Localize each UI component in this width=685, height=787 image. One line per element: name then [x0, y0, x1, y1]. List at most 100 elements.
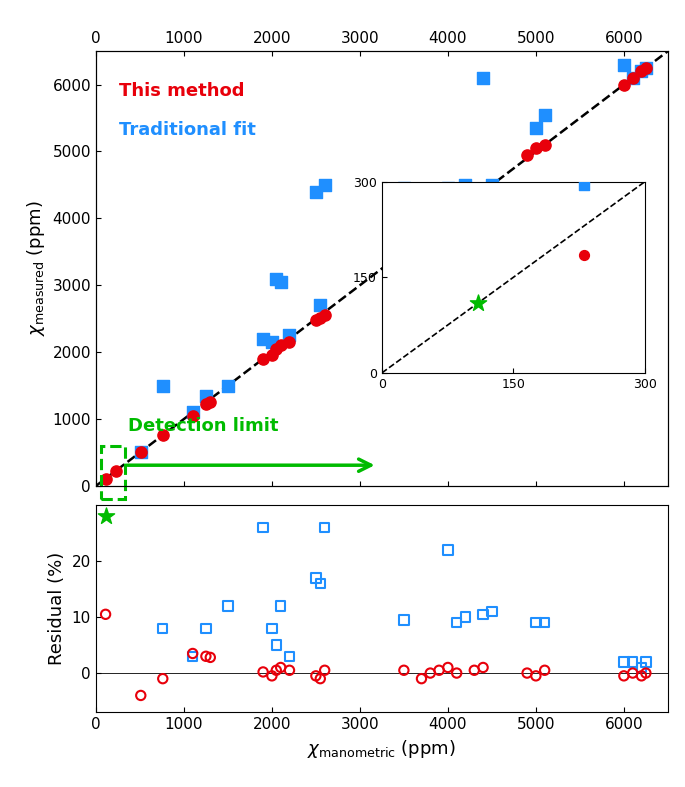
Point: [310, 571, 321, 584]
Point: [158, 429, 169, 442]
Point: [399, 182, 410, 194]
Y-axis label: $\chi_\mathrm{measured}$ (ppm): $\chi_\mathrm{measured}$ (ppm): [25, 201, 47, 336]
Point: [539, 664, 550, 677]
Point: [477, 608, 488, 621]
Point: [315, 299, 326, 312]
Point: [187, 406, 198, 419]
Point: [460, 198, 471, 210]
Point: [521, 667, 532, 679]
Point: [434, 219, 445, 231]
Point: [271, 639, 282, 652]
Point: [310, 670, 321, 682]
Point: [619, 670, 630, 682]
Point: [158, 672, 169, 685]
Point: [201, 650, 212, 663]
Point: [100, 472, 111, 485]
Point: [460, 179, 471, 191]
Point: [539, 139, 550, 151]
Point: [486, 179, 497, 191]
Y-axis label: Residual (%): Residual (%): [48, 552, 66, 665]
Point: [399, 664, 410, 677]
Point: [627, 72, 638, 84]
Point: [315, 312, 326, 324]
Point: [619, 58, 630, 71]
Point: [284, 329, 295, 342]
Point: [223, 600, 234, 612]
Point: [319, 179, 330, 191]
Point: [451, 616, 462, 629]
Point: [310, 314, 321, 327]
Point: [425, 667, 436, 679]
Point: [539, 109, 550, 121]
Point: [284, 336, 295, 349]
Point: [187, 647, 198, 660]
Point: [275, 661, 286, 674]
Point: [451, 205, 462, 218]
Point: [469, 191, 479, 204]
Point: [187, 409, 198, 422]
Point: [315, 577, 326, 589]
X-axis label: $\chi_\mathrm{manometric}$ (ppm): $\chi_\mathrm{manometric}$ (ppm): [308, 737, 456, 759]
Point: [627, 667, 638, 679]
Point: [271, 272, 282, 285]
Point: [100, 510, 111, 523]
Point: [158, 379, 169, 392]
Point: [100, 608, 111, 621]
Point: [636, 670, 647, 682]
Point: [640, 61, 651, 74]
Point: [201, 390, 212, 402]
Point: [443, 211, 453, 224]
Point: [275, 275, 286, 288]
Point: [521, 149, 532, 161]
Point: [477, 185, 488, 198]
Point: [399, 614, 410, 626]
Point: [530, 142, 541, 154]
Point: [443, 661, 453, 674]
Point: [640, 656, 651, 668]
Point: [284, 650, 295, 663]
Point: [319, 521, 330, 534]
Point: [451, 192, 462, 205]
Point: [636, 65, 647, 77]
Point: [399, 242, 410, 255]
Point: [201, 398, 212, 411]
Point: [275, 339, 286, 352]
Point: [266, 349, 277, 361]
Point: [486, 605, 497, 618]
Point: [258, 666, 269, 678]
Point: [187, 650, 198, 663]
Text: This method: This method: [119, 82, 245, 100]
Point: [266, 336, 277, 349]
Point: [434, 664, 445, 677]
Point: [223, 379, 234, 392]
Point: [136, 689, 147, 702]
Point: [636, 65, 647, 77]
Point: [275, 600, 286, 612]
Point: [477, 72, 488, 84]
Point: [627, 656, 638, 668]
Text: Detection limit: Detection limit: [129, 417, 279, 435]
Point: [460, 611, 471, 623]
Point: [640, 667, 651, 679]
Point: [416, 672, 427, 685]
Point: [284, 664, 295, 677]
Point: [451, 667, 462, 679]
Point: [319, 664, 330, 677]
Point: [136, 445, 147, 458]
Point: [425, 226, 436, 238]
Point: [111, 464, 122, 477]
Point: [469, 664, 479, 677]
Point: [158, 622, 169, 634]
Point: [486, 181, 497, 194]
Point: [619, 78, 630, 91]
Point: [310, 185, 321, 198]
Point: [407, 238, 418, 251]
Point: [266, 670, 277, 682]
Point: [201, 622, 212, 634]
Point: [627, 72, 638, 84]
Point: [205, 651, 216, 663]
Point: [619, 656, 630, 668]
Point: [640, 61, 651, 74]
Point: [416, 234, 427, 246]
Point: [258, 353, 269, 365]
